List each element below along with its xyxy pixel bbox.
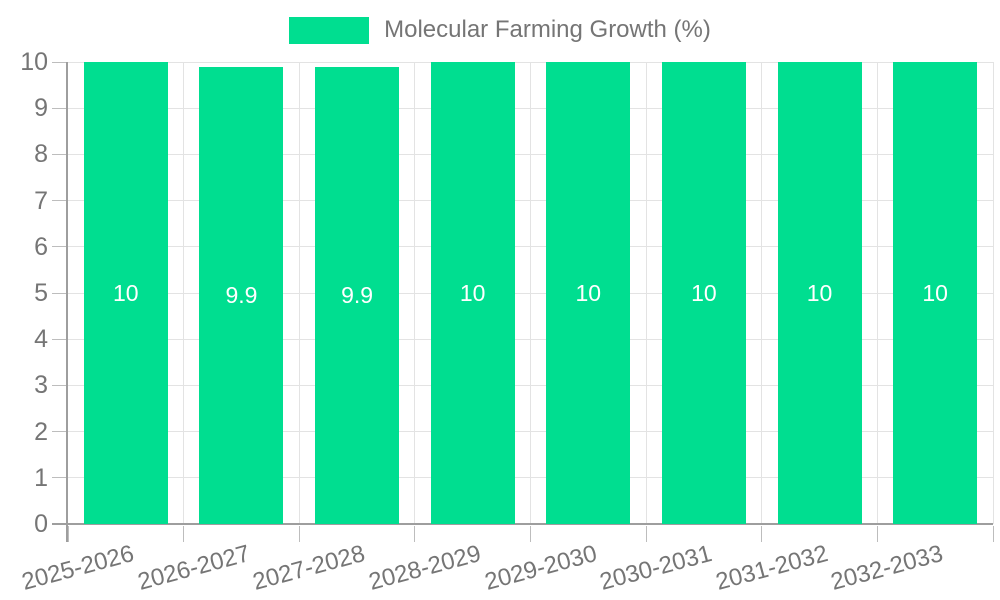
chart-legend: Molecular Farming Growth (%) [0, 16, 1000, 44]
y-axis-tick [52, 61, 68, 63]
legend-swatch [289, 16, 370, 44]
x-axis-label: 2025-2026 [18, 540, 137, 596]
bar-value-label: 10 [922, 280, 948, 306]
x-axis-label: 2030-2031 [597, 540, 715, 596]
bar-value-label: 10 [459, 280, 486, 306]
y-axis-label: 0 [34, 510, 48, 538]
y-axis-tick [52, 107, 68, 109]
x-axis-tick [298, 526, 300, 542]
x-axis-tick [645, 526, 647, 542]
y-axis-label: 7 [34, 186, 48, 215]
x-axis-tick [992, 526, 994, 542]
gridline-vertical [761, 62, 763, 524]
gridline-vertical [530, 62, 531, 524]
gridline-vertical [992, 62, 994, 524]
bar [199, 66, 284, 524]
bar [315, 66, 400, 524]
y-axis-tick [52, 384, 68, 386]
bar-value-label: 10 [806, 280, 833, 306]
bar-value-label: 10 [575, 280, 602, 306]
y-axis-label: 10 [20, 48, 48, 76]
gridline-vertical [298, 62, 300, 524]
x-axis-line [52, 523, 993, 525]
gridline-vertical [645, 62, 647, 524]
y-axis-label: 4 [34, 325, 48, 354]
x-axis-tick [183, 526, 185, 542]
y-axis-line [66, 62, 68, 542]
y-axis-label: 5 [34, 279, 48, 307]
bar [777, 62, 862, 524]
bar [430, 62, 515, 524]
y-axis-tick [52, 477, 68, 479]
x-axis-label: 2026-2027 [134, 540, 253, 596]
x-axis-label: 2027-2028 [250, 540, 369, 596]
bar [893, 62, 978, 524]
bar [661, 62, 746, 524]
y-axis-label: 1 [34, 463, 48, 492]
y-axis-label: 6 [34, 232, 48, 261]
y-axis-tick [52, 153, 68, 155]
legend-label: Molecular Farming Growth (%) [384, 16, 711, 43]
bar [546, 62, 631, 524]
x-axis-tick [530, 526, 531, 542]
bar-value-label: 9.9 [225, 282, 258, 309]
gridline-vertical [414, 62, 416, 524]
x-axis-label: 2031-2032 [712, 540, 831, 596]
x-axis-tick [414, 526, 416, 542]
y-axis-tick [52, 200, 68, 202]
bar-value-label: 10 [691, 280, 717, 306]
bar-value-label: 9.9 [341, 282, 374, 309]
x-axis-label: 2028-2029 [365, 540, 484, 596]
x-axis-tick [876, 526, 878, 542]
y-axis-tick [52, 431, 68, 433]
bar-value-label: 10 [113, 280, 139, 306]
bar [83, 62, 168, 524]
x-axis-tick [761, 526, 763, 542]
gridline-vertical [876, 62, 878, 524]
y-axis-label: 9 [34, 94, 48, 123]
y-axis-label: 8 [34, 140, 48, 169]
x-axis-label: 2032-2033 [828, 540, 947, 596]
gridline-vertical [183, 62, 185, 524]
y-axis-tick [52, 292, 68, 294]
y-axis-label: 2 [34, 417, 48, 446]
y-axis-tick [52, 338, 68, 340]
y-axis-tick [52, 246, 68, 248]
x-axis-tick [67, 526, 69, 542]
y-axis-label: 3 [34, 371, 48, 400]
x-axis-label: 2029-2030 [481, 540, 600, 596]
